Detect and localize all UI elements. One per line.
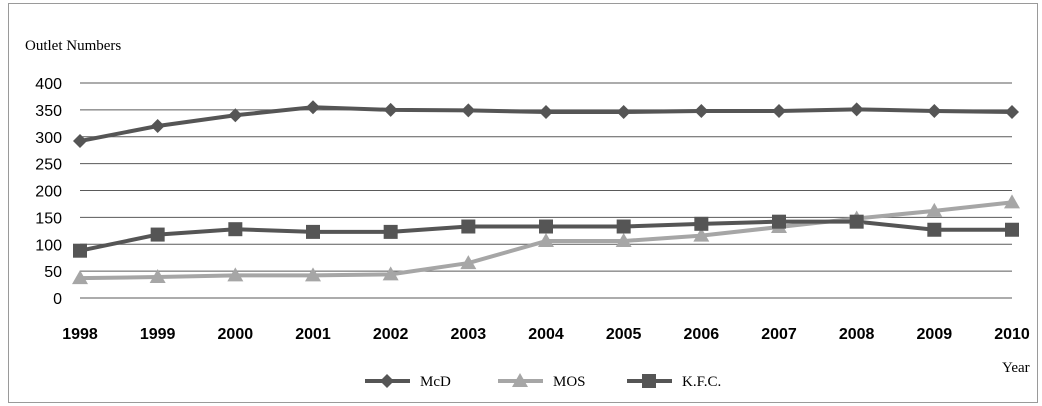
point-mcd-1998 — [73, 134, 87, 149]
point-mos-2005 — [615, 233, 632, 248]
legend-label-mos: MOS — [553, 374, 586, 390]
x-tick-2001: 2001 — [295, 326, 331, 343]
point-mcd-2008 — [849, 102, 864, 117]
x-tick-2002: 2002 — [373, 326, 409, 343]
y-tick-100: 100 — [35, 237, 62, 254]
point-mcd-2007 — [772, 103, 786, 118]
point-mos-2009 — [926, 202, 943, 217]
legend-label-mcd: McD — [420, 374, 451, 390]
point-mos-2002 — [382, 266, 399, 281]
point-kfc-1999 — [150, 227, 165, 242]
legend-marker-mos — [512, 373, 528, 387]
y-tick-50: 50 — [44, 264, 62, 281]
point-mos-2010 — [1004, 194, 1020, 209]
x-tick-2007: 2007 — [761, 326, 797, 343]
series-markers — [72, 100, 1020, 285]
point-kfc-2000 — [228, 222, 243, 237]
point-mos-1998 — [72, 270, 88, 285]
point-kfc-2001 — [306, 224, 320, 239]
y-tick-0: 0 — [53, 291, 62, 308]
point-kfc-2006 — [694, 216, 709, 231]
y-tick-350: 350 — [35, 103, 62, 120]
point-mcd-2003 — [461, 103, 476, 118]
x-tick-2009: 2009 — [917, 326, 953, 343]
point-mcd-2001 — [306, 100, 320, 115]
point-kfc-2008 — [849, 214, 864, 229]
x-tick-2008: 2008 — [839, 326, 875, 343]
point-mcd-2002 — [383, 102, 398, 117]
point-mcd-2009 — [927, 103, 942, 118]
x-axis-label: Year — [1002, 360, 1030, 376]
x-tick-2004: 2004 — [528, 326, 564, 343]
point-mcd-2000 — [228, 108, 243, 123]
legend: McD MOS K.F.C. — [365, 373, 721, 390]
point-kfc-2004 — [539, 219, 553, 234]
point-mcd-1999 — [150, 119, 165, 133]
series-lines — [79, 105, 1013, 281]
x-tick-1998: 1998 — [62, 326, 98, 343]
x-tick-2010: 2010 — [994, 326, 1030, 343]
x-tick-1999: 1999 — [140, 326, 176, 343]
point-kfc-1998 — [73, 243, 87, 258]
point-mos-2003 — [460, 255, 477, 270]
point-mcd-2006 — [694, 103, 709, 118]
point-kfc-2002 — [383, 224, 398, 239]
x-tick-2000: 2000 — [218, 326, 254, 343]
x-tick-2005: 2005 — [606, 326, 642, 343]
y-axis-label: Outlet Numbers — [25, 38, 121, 54]
legend-marker-mcd — [380, 374, 394, 388]
x-tick-labels: 1998 1999 2000 2001 2002 2003 2004 2005 2006 2007… — [62, 326, 1030, 343]
legend-label-kfc: K.F.C. — [682, 374, 721, 390]
x-tick-2006: 2006 — [684, 326, 720, 343]
y-tick-400: 400 — [35, 76, 62, 93]
point-mos-2004 — [538, 233, 554, 248]
point-kfc-2007 — [772, 214, 786, 229]
chart-frame — [8, 3, 1038, 403]
y-tick-200: 200 — [35, 184, 62, 201]
point-mos-1999 — [149, 269, 166, 284]
y-tick-300: 300 — [35, 130, 62, 147]
point-kfc-2005 — [616, 219, 631, 234]
y-tick-250: 250 — [35, 157, 62, 174]
point-kfc-2003 — [461, 219, 476, 234]
point-mcd-2005 — [616, 105, 631, 120]
point-kfc-2010 — [1005, 222, 1019, 237]
y-tick-150: 150 — [35, 210, 62, 227]
point-kfc-2009 — [927, 222, 942, 237]
legend-marker-kfc — [642, 374, 656, 388]
y-tick-labels: 0 50 100 150 200 250 300 350 400 — [35, 76, 62, 308]
point-mos-2000 — [227, 267, 244, 282]
x-tick-2003: 2003 — [451, 326, 487, 343]
point-mcd-2004 — [539, 105, 553, 120]
point-mos-2001 — [305, 267, 321, 282]
point-mos-2006 — [693, 227, 710, 242]
point-mcd-2010 — [1005, 105, 1019, 120]
